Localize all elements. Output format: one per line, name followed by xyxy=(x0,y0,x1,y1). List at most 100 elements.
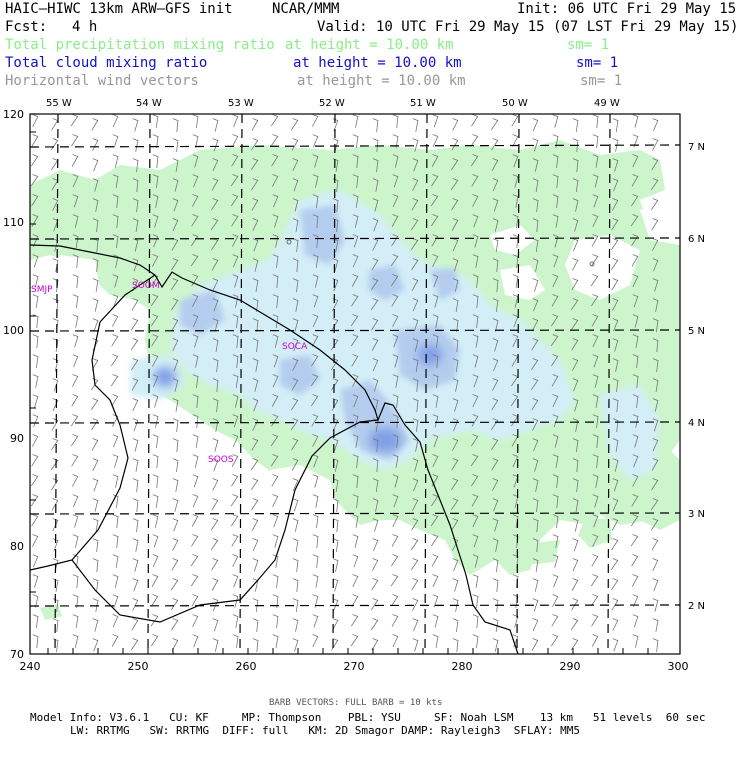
wind-barb xyxy=(532,298,539,312)
wind-barb xyxy=(412,418,419,432)
wind-barb xyxy=(172,158,179,172)
wind-barb xyxy=(592,334,599,348)
wind-barb xyxy=(51,118,59,131)
wind-barb xyxy=(472,214,479,228)
wind-barb xyxy=(592,194,599,208)
wind-barb xyxy=(72,474,79,487)
wind-barb xyxy=(452,638,459,652)
wind-barb xyxy=(132,578,139,592)
wind-barb xyxy=(371,318,379,331)
y-grid-label: 110 xyxy=(3,216,24,229)
barb-legend: BARB VECTORS: FULL BARB = 10 kts xyxy=(269,698,443,708)
wind-barb xyxy=(612,638,619,652)
wind-barb xyxy=(412,378,419,392)
wind-barb xyxy=(432,274,439,288)
wind-barb xyxy=(590,574,599,587)
wind-barb xyxy=(391,594,399,607)
wind-barb xyxy=(292,318,299,332)
wind-barb xyxy=(191,514,199,527)
wind-barb xyxy=(612,198,619,211)
wind-barb xyxy=(612,398,619,412)
wind-barb xyxy=(292,218,299,232)
wind-barb xyxy=(132,178,139,192)
wind-barb xyxy=(132,138,139,152)
x-grid-label: 240 xyxy=(20,660,41,673)
wind-barb xyxy=(411,578,419,591)
wind-barb xyxy=(132,518,139,532)
wind-barb xyxy=(490,418,499,431)
wind-barb xyxy=(31,154,39,167)
wind-barb xyxy=(112,194,119,208)
wind-barb xyxy=(92,138,99,151)
wind-barb xyxy=(331,398,339,411)
wind-barb xyxy=(391,234,399,247)
wind-barb xyxy=(212,398,219,412)
wind-barb xyxy=(230,514,239,527)
wind-barb xyxy=(92,258,99,272)
wind-barb xyxy=(612,138,619,152)
wind-barb xyxy=(592,394,599,408)
wind-barb xyxy=(251,498,259,511)
wind-barb xyxy=(552,174,559,188)
wind-barb xyxy=(272,214,279,228)
wind-barb xyxy=(292,518,299,532)
wind-barb xyxy=(471,474,479,487)
wind-barb xyxy=(392,334,399,348)
wind-barb xyxy=(492,278,499,292)
wind-barb xyxy=(491,138,499,151)
wind-barb xyxy=(572,198,579,212)
wind-barb xyxy=(232,134,239,147)
wind-barb xyxy=(372,358,379,372)
wind-barb xyxy=(570,318,579,331)
wind-barb xyxy=(352,494,359,508)
wind-barb xyxy=(550,334,559,347)
wind-barb xyxy=(172,198,179,212)
wind-barb xyxy=(571,278,579,291)
wind-barb xyxy=(232,614,239,628)
wind-barb xyxy=(132,118,139,132)
wind-barb xyxy=(251,438,259,451)
wind-barb xyxy=(212,418,219,432)
wind-barb xyxy=(192,334,199,348)
wind-barb xyxy=(32,634,39,648)
wind-barb xyxy=(312,534,319,548)
lat-label: 7 N xyxy=(688,142,705,153)
wind-barb xyxy=(392,114,399,128)
wind-barb xyxy=(552,154,559,168)
wind-barb xyxy=(332,458,339,472)
wind-barb xyxy=(612,158,619,172)
wind-barb xyxy=(32,294,39,308)
wind-barb xyxy=(651,538,659,551)
wind-barb xyxy=(192,434,199,448)
wind-barb xyxy=(592,514,599,528)
wind-barb xyxy=(192,134,199,148)
wind-barb xyxy=(51,178,59,191)
wind-barb xyxy=(212,458,219,472)
wind-barb xyxy=(372,538,379,552)
wind-barb xyxy=(492,338,499,352)
wind-barb xyxy=(411,518,419,531)
wind-barb xyxy=(532,178,539,192)
wind-barb xyxy=(430,514,439,527)
wind-barb xyxy=(211,558,219,571)
wind-barb xyxy=(32,614,39,628)
wind-barb xyxy=(231,214,239,227)
wind-barb xyxy=(92,218,99,232)
wind-barb xyxy=(651,458,659,471)
wind-barb xyxy=(450,478,459,491)
wind-barb xyxy=(632,614,639,628)
wind-barb xyxy=(230,494,239,507)
wind-barb xyxy=(190,254,199,267)
wind-barb xyxy=(610,258,619,271)
wind-barb xyxy=(252,278,259,292)
wind-barb xyxy=(291,118,299,131)
wind-barb xyxy=(370,618,379,631)
wind-barb xyxy=(652,338,659,352)
wind-barb xyxy=(132,258,139,272)
lat-label: 2 N xyxy=(688,601,705,612)
wind-barb xyxy=(312,134,319,148)
wind-barb xyxy=(312,474,319,488)
wind-barb xyxy=(192,414,199,428)
model-info-line2: LW: RRTMG SW: RRTMG DIFF: full KM: 2D Sm… xyxy=(70,724,580,737)
wind-barb xyxy=(650,498,659,511)
